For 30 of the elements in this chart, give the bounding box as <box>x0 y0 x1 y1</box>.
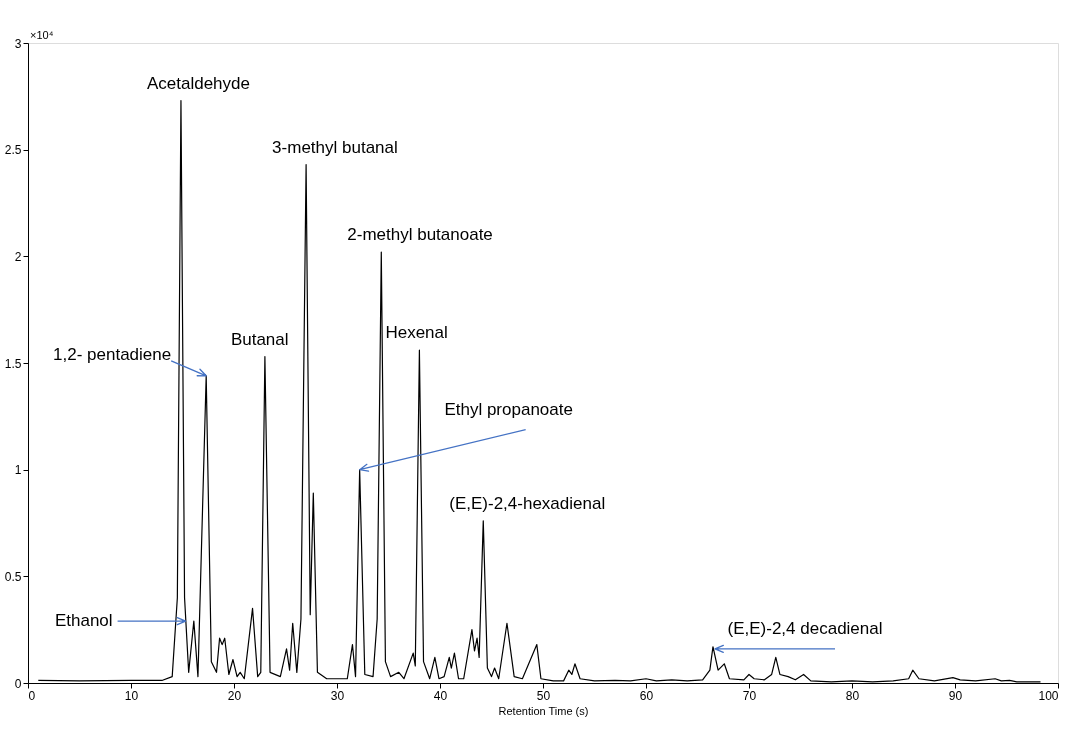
annotation: Ethanol <box>54 611 113 631</box>
x-tick-label: 20 <box>227 688 242 703</box>
y-tick-label: 0.5 <box>4 569 22 584</box>
x-tick-label: 40 <box>433 688 448 703</box>
annotation: 3-methyl butanal <box>272 137 398 157</box>
y-tick-label: 2.5 <box>4 143 22 158</box>
y-tick-label: 1.5 <box>4 356 22 371</box>
y-tick-label: 2 <box>14 249 22 264</box>
x-axis-title: Retention Time (s) <box>498 704 589 717</box>
x-tick-label: 50 <box>536 688 551 703</box>
x-tick-label: 80 <box>845 688 860 703</box>
x-tick-label: 70 <box>742 688 757 703</box>
x-tick-label: 0 <box>28 688 36 703</box>
annotation: Acetaldehyde <box>146 73 250 93</box>
annotation: Hexenal <box>385 323 448 343</box>
y-tick-label: 3 <box>14 36 22 51</box>
annotation: 2-methyl butanoate <box>347 225 493 245</box>
x-tick-label: 30 <box>330 688 345 703</box>
x-tick-label: 10 <box>124 688 139 703</box>
annotation: Ethyl propanoate <box>444 399 573 419</box>
annotation: (E,E)-2,4-hexadienal <box>449 493 606 513</box>
annotation: Butanal <box>230 329 289 349</box>
text: ×10⁴ <box>30 29 54 41</box>
annotation: (E,E)-2,4 decadienal <box>727 618 883 638</box>
annotation: 1,2- pentadiene <box>53 344 172 364</box>
x-tick-label: 90 <box>948 688 963 703</box>
x-tick-label: 60 <box>639 688 654 703</box>
y-tick-label: 0 <box>14 676 22 691</box>
y-tick-label: 1 <box>14 463 22 478</box>
x-tick-label: 100 <box>1038 688 1059 703</box>
